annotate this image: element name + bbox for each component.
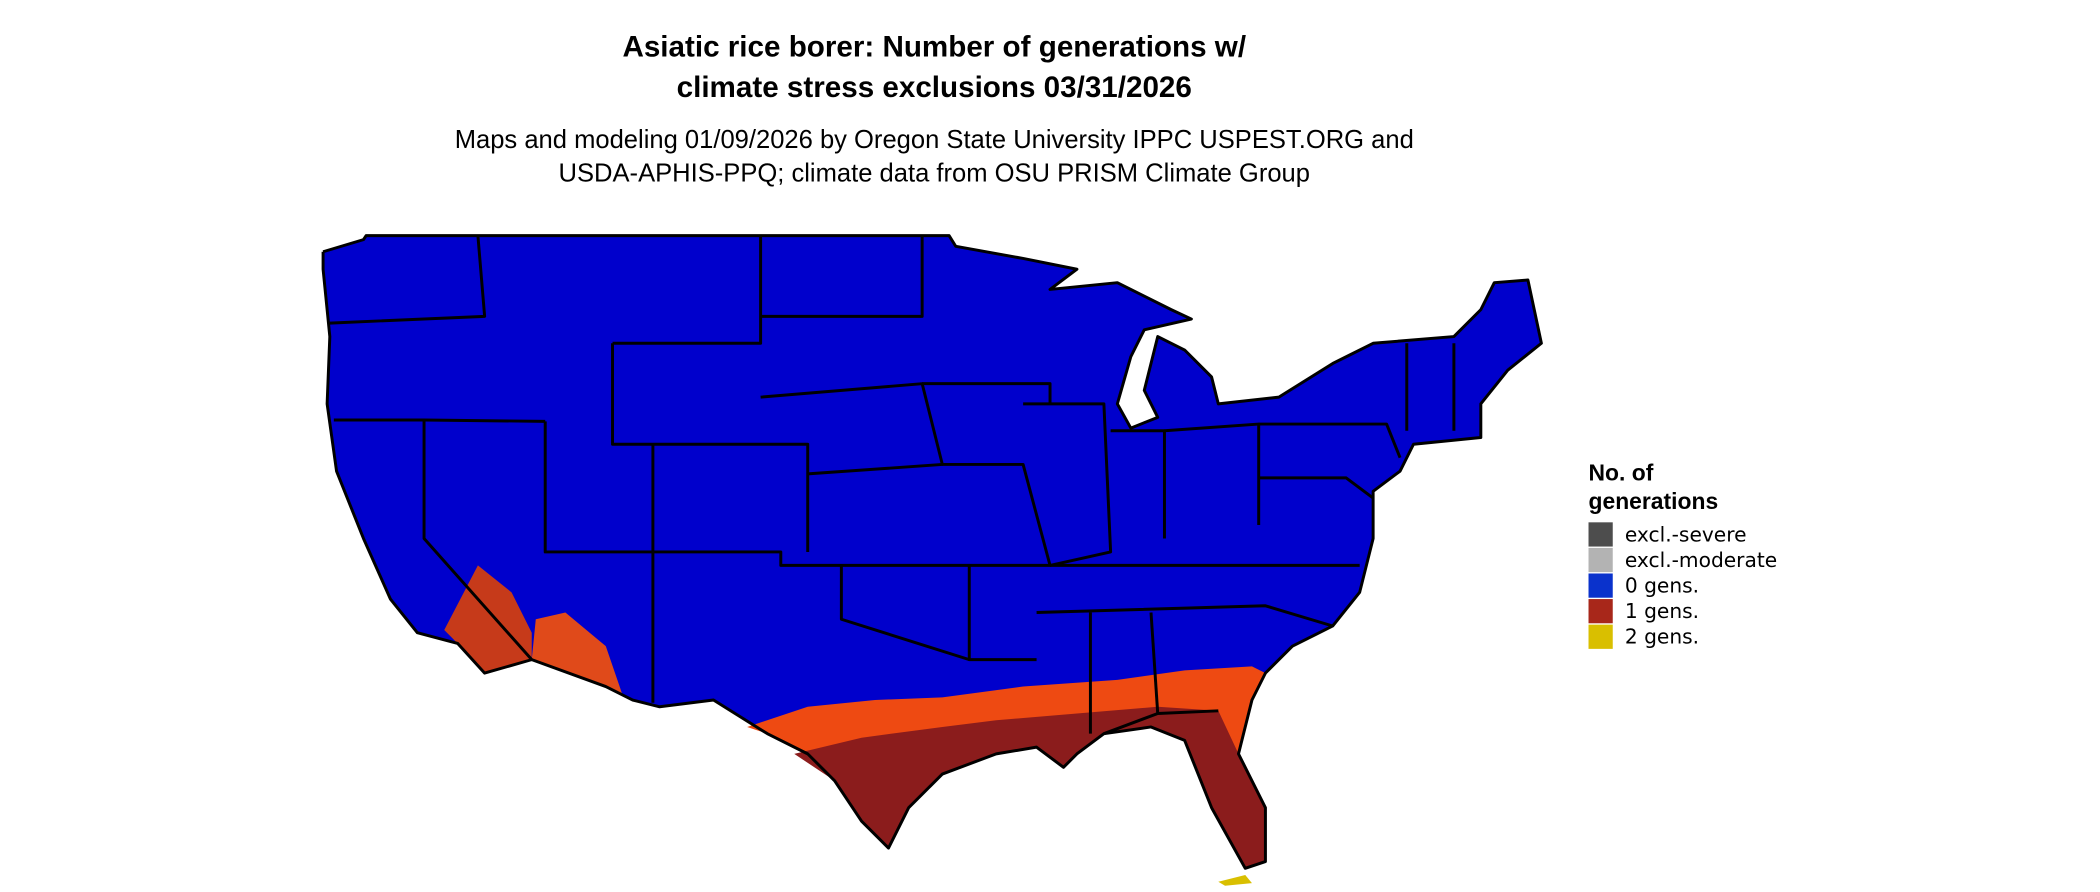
subtitle: USDA-APHIS-PPQ; climate data from OSU PR… xyxy=(559,160,1310,188)
state-borders xyxy=(321,234,1543,870)
zone-warm-ca xyxy=(444,565,532,674)
zone-hot xyxy=(794,706,1266,869)
legend-swatch xyxy=(1588,547,1613,573)
legend-label: excl.-moderate xyxy=(1625,548,1777,572)
legend-label: 0 gens. xyxy=(1625,573,1699,597)
title: Asiatic rice borer: Number of generation… xyxy=(622,31,1246,64)
legend-label: 2 gens. xyxy=(1625,625,1699,649)
legend-swatch xyxy=(1588,522,1613,547)
legend-swatch xyxy=(1588,624,1613,649)
legend-title: generations xyxy=(1589,488,1719,514)
zone-tip xyxy=(1218,875,1252,886)
subtitle: Maps and modeling 01/09/2026 by Oregon S… xyxy=(455,126,1414,154)
legend-label: 1 gens. xyxy=(1625,599,1699,623)
legend-swatch xyxy=(1588,599,1613,624)
legend-title: No. of xyxy=(1589,460,1654,486)
zone-warm-sw xyxy=(531,612,622,694)
legend-swatch xyxy=(1588,573,1613,598)
legend: No. of generations excl.-severeexcl.-mod… xyxy=(1588,460,1777,649)
legend-label: excl.-severe xyxy=(1625,522,1747,546)
title: climate stress exclusions 03/31/2026 xyxy=(677,71,1192,104)
content: Asiatic rice borer: Number of generation… xyxy=(321,31,1777,886)
map xyxy=(321,234,1543,886)
